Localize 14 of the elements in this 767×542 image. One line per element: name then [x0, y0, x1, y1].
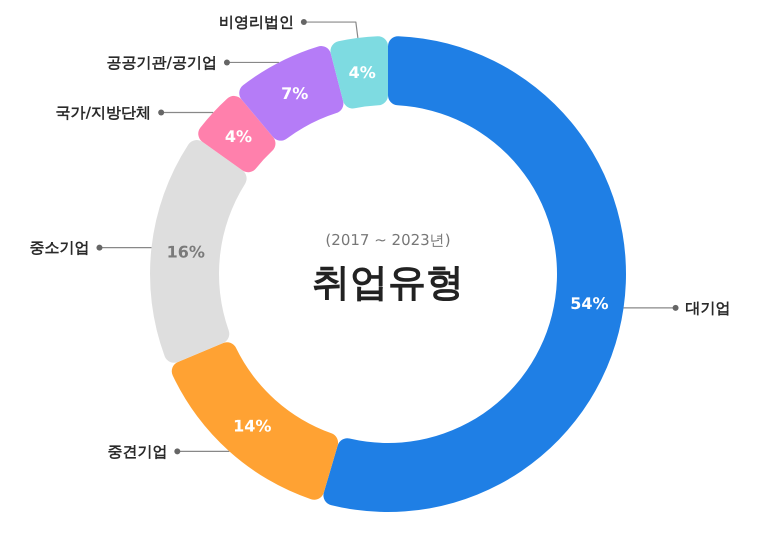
text: 취업유형 [311, 259, 465, 306]
slice-label: 공공기관/공기업 [106, 53, 217, 72]
data-label: 4% [348, 62, 376, 82]
data-label: 16% [166, 242, 205, 261]
slice-label: 비영리법인 [218, 13, 294, 32]
slice-label: 중소기업 [29, 238, 90, 257]
data-label: 54% [570, 293, 609, 312]
slice-label: 국가/지방단체 [56, 104, 152, 122]
data-label: 7% [281, 84, 308, 103]
text: (2017 ~ 2023년) [324, 230, 452, 251]
data-label: 4% [224, 126, 252, 146]
slice-label: 대기업 [686, 298, 731, 317]
data-label: 14% [233, 416, 272, 436]
slice-label: 중견기업 [107, 442, 168, 460]
